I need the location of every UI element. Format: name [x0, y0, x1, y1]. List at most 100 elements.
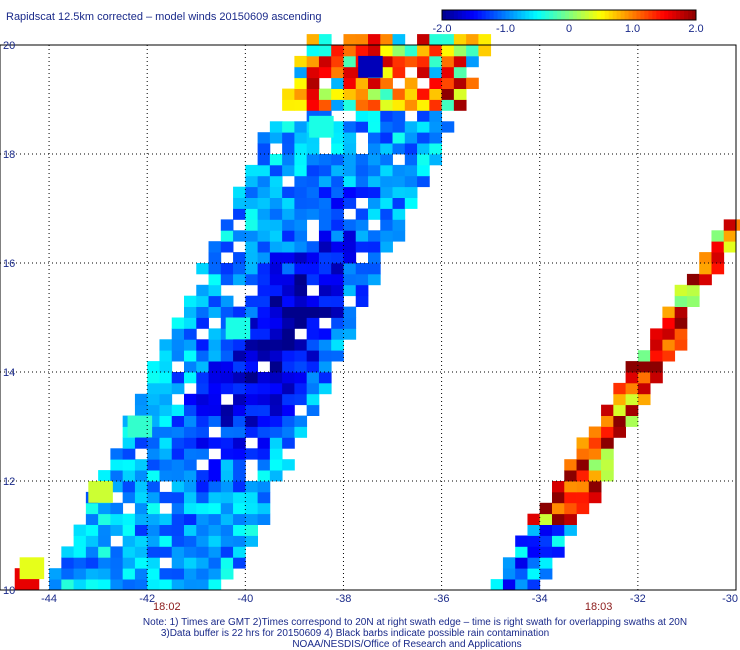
swath-1-cell	[184, 535, 197, 547]
swath-2-cell	[613, 404, 626, 416]
swath-1-cell	[331, 175, 344, 188]
swath-1-cell	[306, 154, 320, 166]
swath-1-cell	[380, 110, 393, 122]
swath-1-cell	[269, 328, 283, 340]
x-tick-label: -30	[722, 593, 738, 605]
swath-1-cell	[318, 306, 332, 318]
swath-1-cell	[85, 579, 99, 591]
swath-1-cell	[306, 175, 320, 188]
swath-1-cell	[441, 55, 455, 68]
swath-1-cell	[134, 393, 148, 406]
swath-1-cell	[208, 404, 222, 416]
swath-1-cell	[220, 448, 234, 460]
swath-1-cell	[208, 502, 222, 515]
swath-1-cell	[220, 546, 234, 558]
swath-1-cell	[196, 317, 209, 329]
swath-1-cell	[208, 437, 222, 449]
swath-1-cell	[208, 491, 222, 504]
swath-1-cell	[368, 197, 381, 209]
swath-1-cell	[196, 350, 209, 362]
swath-1-cell	[196, 535, 209, 547]
swath-1-cell	[245, 404, 258, 416]
swath-1-cell	[404, 99, 418, 111]
swath-2-cell	[576, 448, 590, 460]
swath-1-cell	[208, 361, 222, 373]
swath-1-cell	[159, 535, 173, 547]
swath-1-cell	[453, 99, 467, 111]
swath-1-cell	[318, 350, 332, 362]
swath-1-cell	[269, 350, 283, 362]
swath-1-cell	[245, 491, 258, 504]
colorbar-segment	[489, 10, 495, 20]
colorbar-segment	[576, 10, 582, 20]
colorbar-segment	[517, 10, 522, 20]
swath-2-cell	[662, 306, 676, 318]
swath-1-cell	[233, 361, 246, 373]
swath-1-cell	[478, 34, 492, 46]
swath-1-cell	[171, 568, 185, 580]
swath-1-cell	[171, 437, 185, 449]
swath-1-cell	[171, 350, 185, 362]
swath-1-cell	[147, 568, 160, 580]
swath-1-cell	[220, 350, 234, 362]
swath-1-cell	[147, 459, 160, 471]
swath-1-cell	[220, 491, 234, 504]
swath-1-cell	[343, 175, 357, 188]
swath-1-cell	[417, 132, 430, 144]
swath-1-cell	[49, 579, 62, 591]
swath-1-cell	[318, 197, 332, 209]
colorbar-segment	[561, 10, 566, 20]
swath-1-cell	[122, 448, 136, 460]
colorbar-segment	[529, 10, 534, 20]
swath-1-cell	[392, 175, 406, 188]
footer-credit: NOAA/NESDIS/Office of Research and Appli…	[292, 639, 521, 650]
swath-1-cell	[233, 459, 246, 471]
x-tick-label: -32	[630, 593, 646, 605]
swath-1-cell	[368, 99, 381, 111]
swath-1-cell	[355, 263, 369, 275]
swath-1-cell	[220, 339, 234, 351]
swath-1-cell	[208, 339, 222, 351]
swath-2-cell	[564, 502, 577, 515]
swath-1-cell	[184, 306, 197, 318]
swath-1-cell	[171, 491, 185, 504]
swath-2-cell	[515, 579, 528, 591]
swath-2-cell	[564, 524, 577, 536]
colorbar-frame	[441, 9, 697, 21]
swath-1-cell	[294, 164, 308, 177]
swath-1-cell	[331, 186, 344, 198]
swath-2-cell	[552, 546, 565, 558]
swath-1-cell	[306, 382, 320, 395]
swath-1-cell	[466, 34, 479, 46]
swath-1-cell	[134, 404, 148, 416]
swath-2-cell	[588, 437, 602, 449]
swath-1-cell	[343, 230, 357, 242]
swath-1-cell	[355, 186, 369, 198]
swath-1-outlier-cell	[225, 317, 251, 340]
colorbar-segment	[557, 10, 562, 20]
swath-1-cell	[368, 273, 381, 286]
swath-1-cell	[318, 154, 332, 166]
x-tick-label: -42	[139, 593, 155, 605]
swath-1-cell	[184, 470, 197, 482]
swath-2-cell	[711, 252, 725, 264]
swath-1-cell	[269, 470, 283, 482]
swath-2-cell	[601, 404, 614, 416]
swath-1-cell	[245, 328, 258, 340]
swath-1-cell	[380, 208, 393, 220]
swath-1-cell	[61, 568, 74, 580]
swath-2-cell	[650, 328, 663, 340]
colorbar-segment	[445, 10, 451, 20]
colorbar-segment	[565, 10, 570, 20]
swath-1-cell	[282, 241, 295, 253]
swath-1-cell	[294, 361, 308, 373]
swath-1-cell	[184, 350, 197, 362]
swath-1-cell	[184, 426, 197, 438]
colorbar-segment	[481, 10, 487, 20]
colorbar-segment	[465, 10, 471, 20]
swath-1-outlier-cell	[127, 415, 153, 438]
swath-1-cell	[208, 284, 222, 297]
swath-1-cell	[233, 557, 246, 569]
swath-1-cell	[98, 502, 111, 515]
swath-2-cell	[564, 513, 577, 525]
